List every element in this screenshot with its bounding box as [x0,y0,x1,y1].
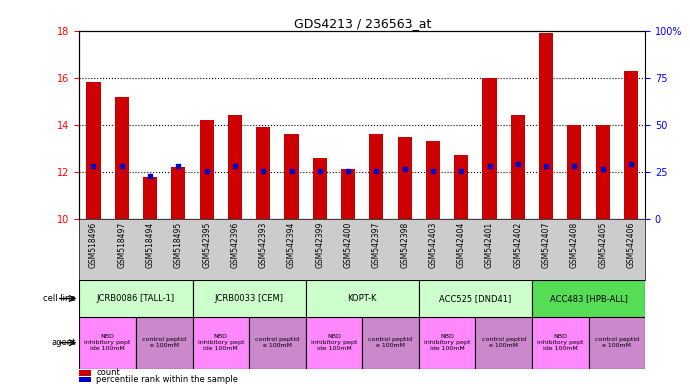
Point [400,166,411,172]
Bar [482,78,497,219]
Text: cell line: cell line [43,294,76,303]
Bar [539,33,553,219]
Bar [589,317,645,369]
Bar [115,97,129,219]
Text: control peptid
e 100mM: control peptid e 100mM [255,337,299,348]
Bar [199,120,214,219]
Point [172,163,184,169]
Point [343,167,354,174]
Text: GSM518497: GSM518497 [117,222,126,268]
Bar [595,125,610,219]
Bar [86,83,101,219]
Bar [313,158,327,219]
Bar [624,71,638,219]
Text: GSM542399: GSM542399 [315,222,324,268]
Bar [419,317,475,369]
Text: GSM542393: GSM542393 [259,222,268,268]
Bar [532,280,645,317]
Point [541,163,552,169]
Point [456,167,467,174]
Bar [143,177,157,219]
Point [569,163,580,169]
Bar [532,317,589,369]
Text: JCRB0086 [TALL-1]: JCRB0086 [TALL-1] [97,294,175,303]
Point [626,161,637,167]
Bar [397,137,412,219]
Bar [475,317,532,369]
Text: NBD
inhibitory pept
ide 100mM: NBD inhibitory pept ide 100mM [197,334,244,351]
Text: GSM542400: GSM542400 [344,222,353,268]
Bar [256,127,270,219]
Text: NBD
inhibitory pept
ide 100mM: NBD inhibitory pept ide 100mM [537,334,584,351]
Text: GSM542397: GSM542397 [372,222,381,268]
Bar [419,280,532,317]
Point [145,173,156,179]
Point [598,166,609,172]
Text: GSM542403: GSM542403 [428,222,437,268]
Text: agent: agent [52,338,76,347]
Bar [193,317,249,369]
Bar [306,280,419,317]
Text: GSM542406: GSM542406 [627,222,635,268]
Text: NBD
inhibitory pept
ide 100mM: NBD inhibitory pept ide 100mM [84,334,131,351]
Text: JCRB0033 [CEM]: JCRB0033 [CEM] [215,294,284,303]
Text: count: count [97,368,120,377]
Bar [79,370,90,376]
Bar [369,134,384,219]
Text: GSM542407: GSM542407 [542,222,551,268]
Point [116,163,128,169]
Text: control peptid
e 100mM: control peptid e 100mM [142,337,186,348]
Text: GSM542405: GSM542405 [598,222,607,268]
Bar [249,317,306,369]
Point [258,167,269,174]
Bar [79,317,136,369]
Text: GSM518495: GSM518495 [174,222,183,268]
Bar [79,280,193,317]
Text: KOPT-K: KOPT-K [348,294,377,303]
Text: ACC483 [HPB-ALL]: ACC483 [HPB-ALL] [550,294,627,303]
Point [484,163,495,169]
Text: NBD
inhibitory pept
ide 100mM: NBD inhibitory pept ide 100mM [424,334,471,351]
Bar [228,115,242,219]
Text: control peptid
e 100mM: control peptid e 100mM [368,337,413,348]
Text: GSM542408: GSM542408 [570,222,579,268]
Bar [193,280,306,317]
Text: control peptid
e 100mM: control peptid e 100mM [482,337,526,348]
Text: GSM542398: GSM542398 [400,222,409,268]
Text: ACC525 [DND41]: ACC525 [DND41] [440,294,511,303]
Bar [341,169,355,219]
Bar [79,377,90,382]
Bar [136,317,193,369]
Point [512,161,524,167]
Point [230,163,241,169]
Text: GSM542394: GSM542394 [287,222,296,268]
Text: GSM518496: GSM518496 [89,222,98,268]
Bar [511,115,525,219]
Text: GSM542401: GSM542401 [485,222,494,268]
Text: percentile rank within the sample: percentile rank within the sample [97,375,238,384]
Bar [454,156,469,219]
Bar [426,141,440,219]
Bar [171,167,186,219]
Bar [362,317,419,369]
Point [371,167,382,174]
Text: GSM518494: GSM518494 [146,222,155,268]
Bar [284,134,299,219]
Text: GSM542396: GSM542396 [230,222,239,268]
Text: control peptid
e 100mM: control peptid e 100mM [595,337,639,348]
Point [428,167,439,174]
Point [286,167,297,174]
Text: GSM542395: GSM542395 [202,222,211,268]
Point [315,167,326,174]
Bar [306,317,362,369]
Text: GSM542402: GSM542402 [513,222,522,268]
Bar [567,125,582,219]
Point [201,167,213,174]
Point [88,163,99,169]
Text: NBD
inhibitory pept
ide 100mM: NBD inhibitory pept ide 100mM [310,334,357,351]
Title: GDS4213 / 236563_at: GDS4213 / 236563_at [293,17,431,30]
Text: GSM542404: GSM542404 [457,222,466,268]
